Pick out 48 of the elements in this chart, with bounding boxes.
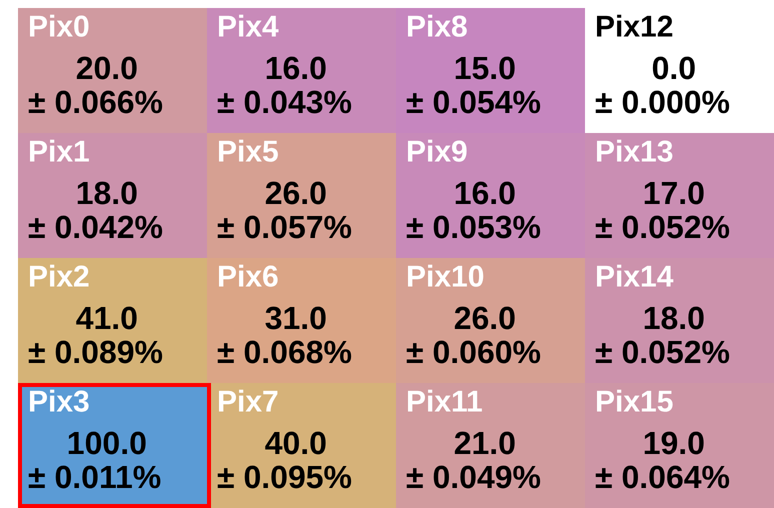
annotation: Pix11 [406,385,483,418]
annotation: Pix12 [595,10,674,44]
annotation: Pix15 [595,385,674,418]
annotation: Pix14 [595,260,674,294]
annotation: Pix9 [406,135,468,168]
annotation: ± 0.043% [217,84,352,120]
annotation: Pix1 [28,135,90,168]
annotation: ± 0.064% [595,458,730,495]
annotation: ± 0.060% [406,334,541,370]
data-label: 26.0 [454,300,516,336]
data-label: 18.0 [76,174,138,211]
annotation: ± 0.066% [28,84,163,120]
data-label: 16.0 [264,50,327,86]
data-label: 21.0 [454,424,516,461]
data-label: 16.0 [454,174,516,211]
data-label: 41.0 [76,300,138,336]
annotation: Pix5 [217,135,279,168]
annotation: ± 0.052% [595,334,730,370]
data-label: 20.0 [76,50,138,86]
annotation: Pix3 [28,385,90,418]
annotation: ± 0.049% [406,458,541,495]
annotation: ± 0.095% [217,458,352,495]
annotation: Pix10 [406,260,484,294]
annotation: ± 0.057% [217,208,352,245]
annotation: Pix13 [595,135,674,168]
annotation: ± 0.000% [595,84,730,120]
annotation: Pix8 [406,10,468,44]
data-label: 100.0 [66,424,147,461]
data-label: 17.0 [642,174,705,211]
annotation: Pix7 [217,385,279,418]
annotation: ± 0.054% [406,84,541,120]
annotation: Pix6 [217,260,279,294]
annotation: ± 0.053% [406,208,541,245]
annotation: Pix0 [28,10,90,44]
data-label: 19.0 [642,424,705,461]
data-label: 31.0 [264,300,327,336]
annotation: ± 0.052% [595,208,730,245]
data-label: 0.0 [652,50,696,86]
annotation: Pix2 [28,260,90,294]
data-label: 18.0 [642,300,705,336]
data-label: 26.0 [264,174,327,211]
annotation: ± 0.042% [28,208,163,245]
data-label: 40.0 [264,424,327,461]
annotation: ± 0.089% [28,334,163,370]
annotation: ± 0.011% [28,458,162,495]
data-label: 15.0 [454,50,516,86]
annotation: ± 0.068% [217,334,352,370]
annotation: Pix4 [217,10,280,44]
